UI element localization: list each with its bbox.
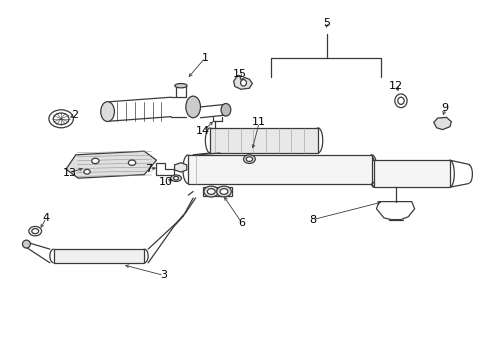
Ellipse shape <box>221 104 230 116</box>
Ellipse shape <box>243 155 255 163</box>
Polygon shape <box>66 151 156 178</box>
Text: 5: 5 <box>323 18 329 28</box>
Ellipse shape <box>101 102 114 122</box>
Ellipse shape <box>185 96 200 118</box>
Ellipse shape <box>170 175 181 181</box>
Polygon shape <box>188 155 371 184</box>
Ellipse shape <box>22 240 30 248</box>
Polygon shape <box>233 76 252 89</box>
Ellipse shape <box>220 189 227 194</box>
Text: 7: 7 <box>145 164 152 174</box>
Ellipse shape <box>240 80 246 86</box>
Text: 10: 10 <box>159 177 173 187</box>
Ellipse shape <box>203 186 218 197</box>
Ellipse shape <box>84 169 90 174</box>
Ellipse shape <box>173 176 178 180</box>
Polygon shape <box>373 160 449 187</box>
Polygon shape <box>174 163 186 172</box>
Text: 1: 1 <box>202 53 208 63</box>
Text: 13: 13 <box>63 168 77 178</box>
Text: 9: 9 <box>441 103 447 113</box>
Text: 6: 6 <box>238 218 245 228</box>
Ellipse shape <box>92 158 99 163</box>
Text: 8: 8 <box>309 215 316 225</box>
Text: 2: 2 <box>71 110 78 120</box>
Ellipse shape <box>216 186 231 197</box>
Ellipse shape <box>128 160 136 165</box>
Ellipse shape <box>246 157 252 161</box>
Polygon shape <box>433 117 450 130</box>
Text: 3: 3 <box>160 270 167 280</box>
Ellipse shape <box>175 84 186 88</box>
Text: 14: 14 <box>196 126 209 136</box>
Polygon shape <box>210 128 317 153</box>
Text: 15: 15 <box>232 69 246 79</box>
Text: 11: 11 <box>252 117 265 127</box>
Text: 4: 4 <box>43 213 50 223</box>
Ellipse shape <box>207 189 215 194</box>
Text: 12: 12 <box>388 81 402 91</box>
Polygon shape <box>54 249 144 263</box>
